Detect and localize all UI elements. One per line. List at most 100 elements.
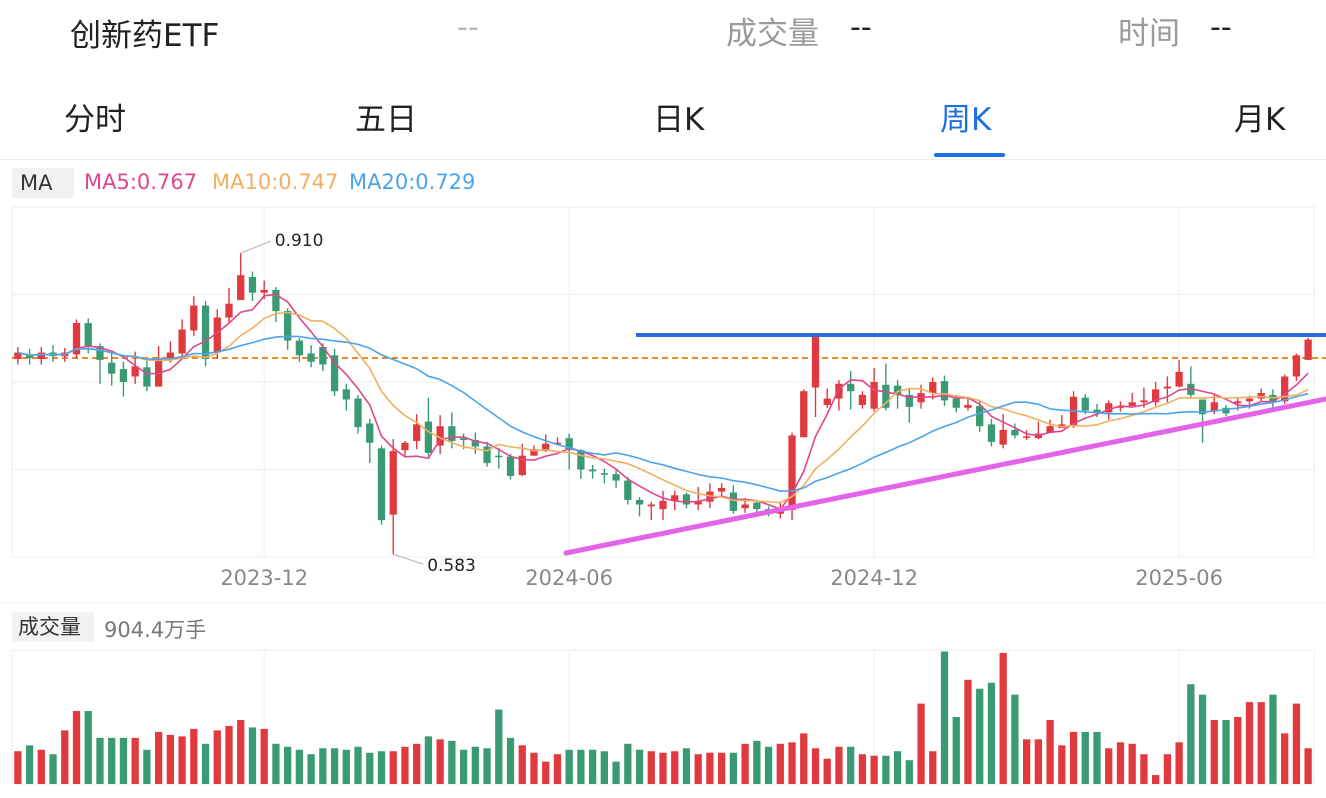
volume-bar: [553, 754, 562, 784]
time-tick-label: 2025-06: [1135, 566, 1223, 590]
volume-bar: [1222, 719, 1230, 784]
candle-body: [1281, 376, 1289, 402]
volume-bar: [917, 703, 925, 784]
candle-body: [929, 382, 937, 394]
volume-bar: [96, 737, 104, 784]
tab-intraday[interactable]: 分时: [64, 102, 126, 138]
volume-bar: [108, 737, 116, 784]
candle-body: [882, 384, 890, 408]
volume-bar: [143, 749, 151, 784]
volume-bar: [260, 728, 268, 784]
candle-body: [1175, 371, 1183, 387]
volume-bar: [366, 752, 374, 784]
volume-bar: [330, 748, 339, 784]
tab-daily-k[interactable]: 日K: [653, 102, 705, 138]
volume-bar: [847, 746, 855, 784]
candle-body: [506, 456, 515, 476]
volume-bar: [612, 761, 620, 784]
volume-bar: [61, 730, 69, 784]
candle-body: [694, 501, 702, 505]
volume-bar: [940, 651, 949, 784]
candle-body: [25, 354, 34, 359]
candle-body: [518, 455, 526, 476]
candle-body: [131, 366, 139, 377]
volume-bar: [178, 736, 186, 784]
volume-label: 成交量: [726, 16, 819, 52]
candle-body: [424, 421, 433, 453]
candle-body: [237, 275, 245, 301]
candle-body: [413, 424, 421, 441]
volume-bar: [131, 737, 139, 784]
candle-body: [1245, 398, 1254, 402]
volume-bar: [448, 740, 456, 784]
volume-bar: [166, 734, 174, 784]
volume-bar: [1257, 702, 1265, 784]
tab-monthly-k[interactable]: 月K: [1234, 102, 1286, 138]
volume-bar: [49, 754, 57, 784]
volume-bar: [764, 746, 773, 784]
volume-bar: [1058, 745, 1066, 784]
volume-bar: [1187, 684, 1195, 784]
volume-toggle[interactable]: 成交量: [12, 612, 94, 642]
volume-bar: [518, 745, 526, 784]
candle-body: [166, 352, 174, 359]
volume-bar: [1304, 748, 1312, 784]
candle-body: [823, 398, 831, 406]
volume-bar: [389, 751, 397, 784]
volume-bar: [718, 752, 726, 784]
high-leader-line: [240, 240, 271, 254]
trend-lines: [563, 333, 1326, 556]
candle-body: [1081, 397, 1089, 411]
candle-body: [976, 405, 984, 427]
volume-bar: [1281, 733, 1289, 784]
candles: [14, 253, 1312, 555]
volume-bar: [741, 743, 749, 784]
volume-bar: [1011, 694, 1019, 784]
candle-body: [354, 398, 362, 428]
volume-bar: [659, 752, 667, 784]
volume-bar: [635, 749, 644, 784]
candle-body: [635, 499, 644, 505]
volume-bar: [530, 752, 538, 784]
candle-body: [893, 385, 902, 395]
chart-labels: 0.910 0.583: [240, 231, 476, 576]
volume-bar: [647, 751, 655, 784]
ma5-readout: MA5:0.767: [84, 170, 198, 194]
candle-body: [800, 391, 808, 438]
volume-bar: [870, 755, 878, 784]
candle-body: [213, 317, 221, 353]
active-tab-indicator: [934, 153, 1005, 157]
tab-weekly-k[interactable]: 周K: [940, 102, 992, 138]
tab-five-day[interactable]: 五日: [355, 102, 417, 138]
candle-body: [119, 369, 128, 382]
volume-value: --: [850, 10, 872, 45]
volume-bar: [213, 730, 221, 784]
volume-bar: [788, 742, 796, 784]
candle-body: [284, 311, 292, 341]
volume-bar: [1152, 775, 1160, 784]
time-tick-label: 2024-12: [830, 566, 918, 590]
volume-bar: [190, 728, 198, 784]
security-name: 创新药ETF: [70, 18, 220, 54]
volume-bar: [25, 745, 34, 784]
period-tabs: 分时 五日 日K 周K 月K: [0, 82, 1326, 158]
candle-body: [495, 455, 503, 458]
candle-body: [401, 442, 409, 451]
candle-body: [811, 335, 820, 388]
volume-bar: [377, 751, 386, 784]
candle-body: [612, 474, 620, 481]
volume-bar: [1093, 731, 1101, 784]
volume-bar: [800, 733, 808, 784]
candle-body: [553, 442, 562, 445]
volume-bar: [436, 739, 444, 784]
volume-bar: [459, 749, 468, 784]
candle-body: [377, 448, 386, 521]
candle-body: [987, 424, 996, 442]
candle-body: [248, 277, 257, 293]
candle-body: [788, 435, 796, 511]
ma-toggle[interactable]: MA: [12, 168, 74, 198]
volume-bar: [237, 719, 245, 784]
candle-body: [178, 329, 186, 354]
candle-body: [835, 383, 843, 399]
